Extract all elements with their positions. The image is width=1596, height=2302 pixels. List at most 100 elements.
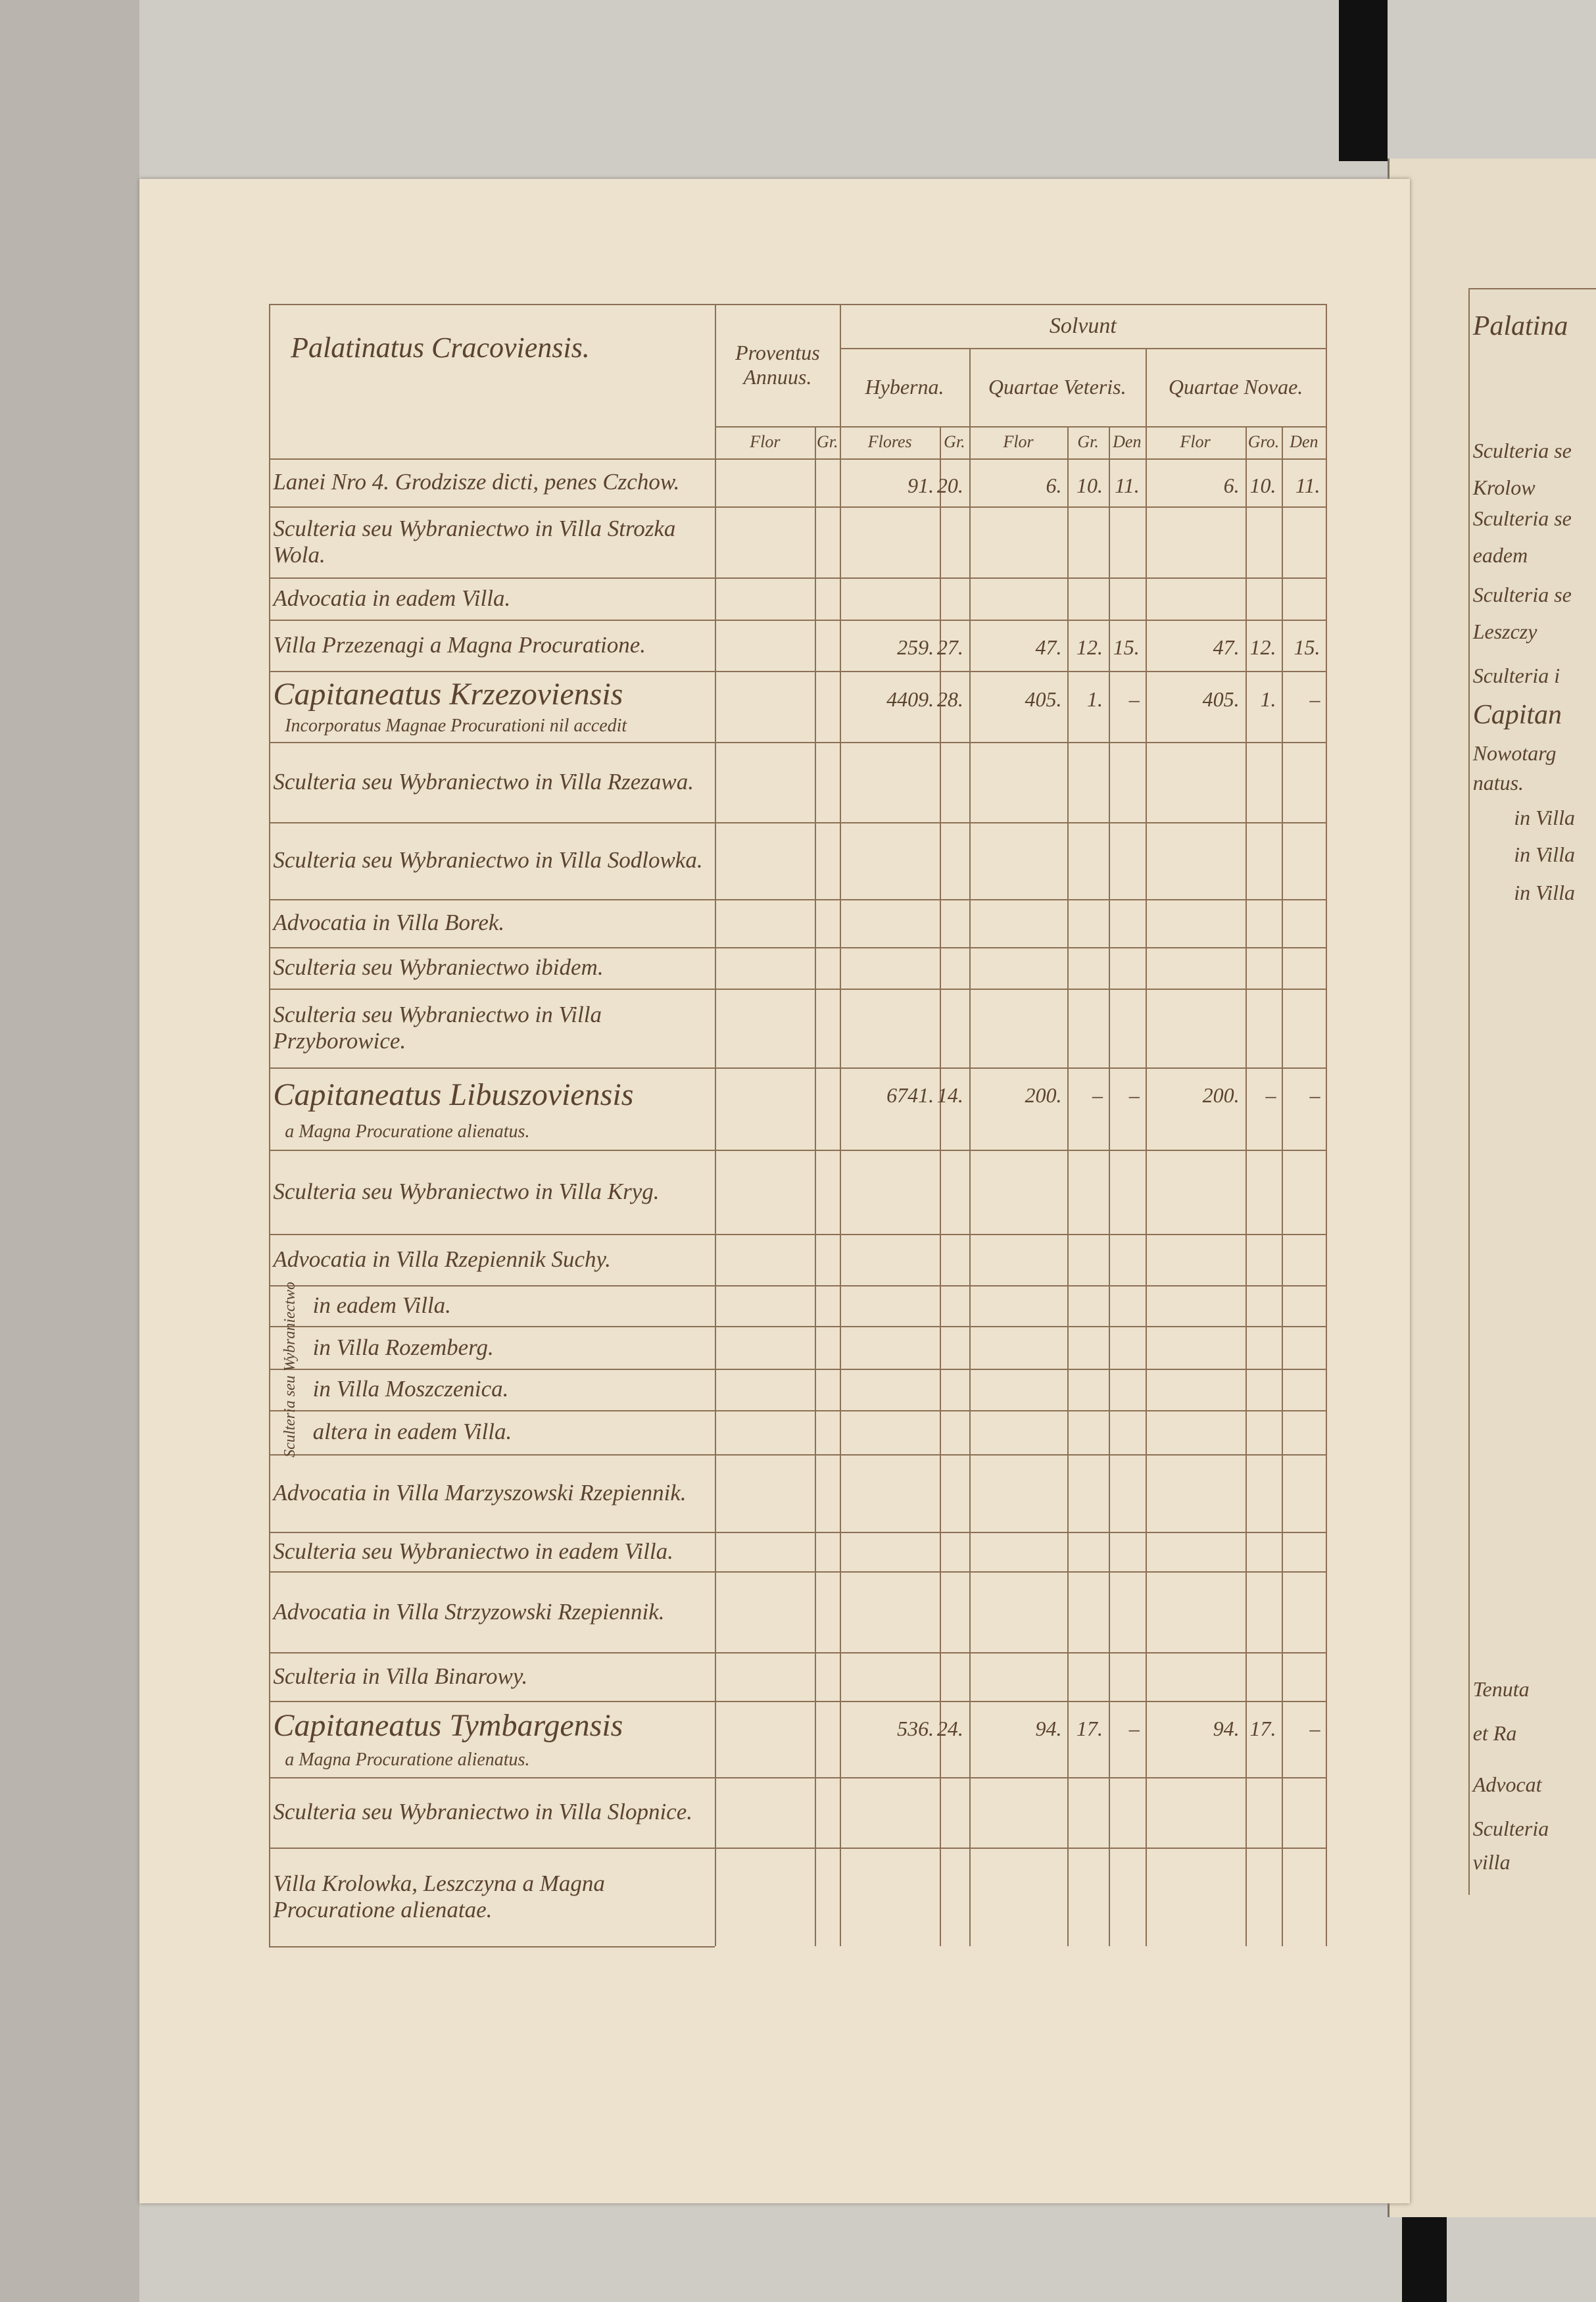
cell: – (1309, 1716, 1320, 1740)
binding-top (1339, 0, 1388, 161)
rule (268, 458, 1326, 460)
cell: 1. (1086, 687, 1103, 711)
bracket-label: Sculteria seu Wybraniectwo (281, 1281, 299, 1457)
right-page-text: in Villa (1514, 806, 1575, 830)
row-name: Villa Przezenagi a Magna Procuratione. (273, 632, 646, 658)
cell: – (1092, 1083, 1103, 1108)
right-page-text: Sculteria se (1472, 582, 1572, 606)
rule (268, 1946, 715, 1947)
cell: 24. (936, 1716, 963, 1740)
right-page-text: Sculteria se (1472, 439, 1572, 463)
subhead: Flores (867, 432, 912, 452)
row-name: Sculteria seu Wybraniectwo ibidem. (273, 954, 604, 981)
solvunt: Solvunt (1049, 314, 1117, 339)
rule (268, 947, 1326, 949)
row-name: Capitaneatus Tymbargensis (273, 1708, 623, 1744)
rule (940, 426, 942, 1946)
cell: 27. (936, 635, 963, 660)
cell: 94. (1213, 1716, 1240, 1740)
rule (268, 1285, 1326, 1286)
cell: 200. (1025, 1083, 1062, 1108)
cell: 4409. (886, 687, 934, 711)
rule (715, 426, 1326, 428)
rule (840, 304, 842, 1946)
row-name: in Villa Moszczenica. (312, 1376, 509, 1402)
right-page-text: et Ra (1472, 1721, 1517, 1745)
right-page-text: Capitan (1472, 700, 1562, 731)
rule (268, 671, 1326, 673)
right-page-text: Nowotarg (1472, 741, 1557, 766)
row-note: a Magna Procuratione alienatus. (285, 1121, 530, 1142)
cell: 14. (936, 1083, 963, 1108)
rule (268, 1409, 1326, 1411)
right-page-text: villa (1472, 1850, 1511, 1874)
row-name: Sculteria seu Wybraniectwo in eadem Vill… (273, 1538, 673, 1565)
cell: – (1265, 1083, 1276, 1108)
rule (268, 1848, 1326, 1849)
right-page-text: Krolow (1472, 475, 1536, 499)
right-page (1388, 159, 1596, 2217)
row-name: Villa Krolowka, Leszczyna a Magna Procur… (273, 1870, 605, 1922)
cell: – (1309, 1083, 1320, 1108)
cell: 10. (1249, 473, 1276, 497)
rule (268, 1326, 1326, 1328)
row-name: Sculteria seu Wybraniectwo in Villa Przy… (273, 1001, 602, 1054)
row-name: Sculteria seu Wybraniectwo in Villa Kryg… (273, 1178, 660, 1204)
right-page-text: Tenuta (1472, 1677, 1530, 1701)
row-name: Advocatia in Villa Marzyszowski Rzepienn… (273, 1479, 687, 1506)
cell: 15. (1294, 635, 1320, 660)
row-name: in Villa Rozemberg. (312, 1334, 494, 1360)
rule (268, 1454, 1326, 1456)
rule (268, 1150, 1326, 1152)
cell: 200. (1202, 1083, 1240, 1108)
rule (268, 988, 1326, 990)
row-note: a Magna Procuratione alienatus. (285, 1750, 530, 1771)
cell: 12. (1249, 635, 1276, 660)
cell: 6. (1046, 473, 1062, 497)
row-name: Sculteria seu Wybraniectwo in Villa Rzez… (273, 768, 694, 795)
cell: 11. (1115, 473, 1140, 497)
row-name: Advocatia in Villa Strzyzowski Rzepienni… (273, 1598, 665, 1625)
cell: 6. (1223, 473, 1240, 497)
cell: 47. (1213, 635, 1240, 660)
right-page-text: natus. (1472, 770, 1524, 795)
rule (715, 304, 717, 1946)
rule (268, 1532, 1326, 1534)
cell: 47. (1035, 635, 1062, 660)
rule (268, 506, 1326, 508)
column-group: Proventus Annuus. (735, 341, 820, 389)
cell: 259. (897, 635, 934, 660)
rule (1245, 426, 1247, 1946)
right-page-text: eadem (1472, 543, 1528, 567)
right-page-text: in Villa (1514, 881, 1575, 905)
right-page-text: in Villa (1514, 843, 1575, 867)
right-page-text: Sculteria i (1472, 663, 1560, 687)
rule (1067, 426, 1069, 1946)
rule (268, 898, 1326, 900)
rule (268, 1700, 1326, 1702)
right-page-text: Leszczy (1472, 619, 1537, 643)
rule (1468, 287, 1470, 1895)
cell: 1. (1260, 687, 1276, 711)
right-page-text: Sculteria se (1472, 506, 1572, 530)
row-name: Advocatia in Villa Borek. (273, 910, 505, 936)
cell: 91. (907, 473, 934, 497)
row-name: Lanei Nro 4. Grodzisze dicti, penes Czch… (273, 469, 680, 495)
row-name: Advocatia in eadem Villa. (273, 585, 511, 611)
rule (268, 741, 1326, 743)
rule (1468, 287, 1596, 289)
column-group: Quartae Novae. (1168, 374, 1303, 399)
cell: 28. (936, 687, 963, 711)
rule (1282, 426, 1284, 1946)
cell: 11. (1295, 473, 1320, 497)
cell: 15. (1113, 635, 1140, 660)
cell: 20. (936, 473, 963, 497)
cell: – (1309, 687, 1320, 711)
rule (268, 1369, 1326, 1371)
left-page (139, 179, 1410, 2203)
rule (268, 1067, 1326, 1069)
subhead: Den (1113, 432, 1142, 452)
rule (840, 348, 1326, 350)
table-title: Palatinatus Cracoviensis. (291, 331, 590, 364)
